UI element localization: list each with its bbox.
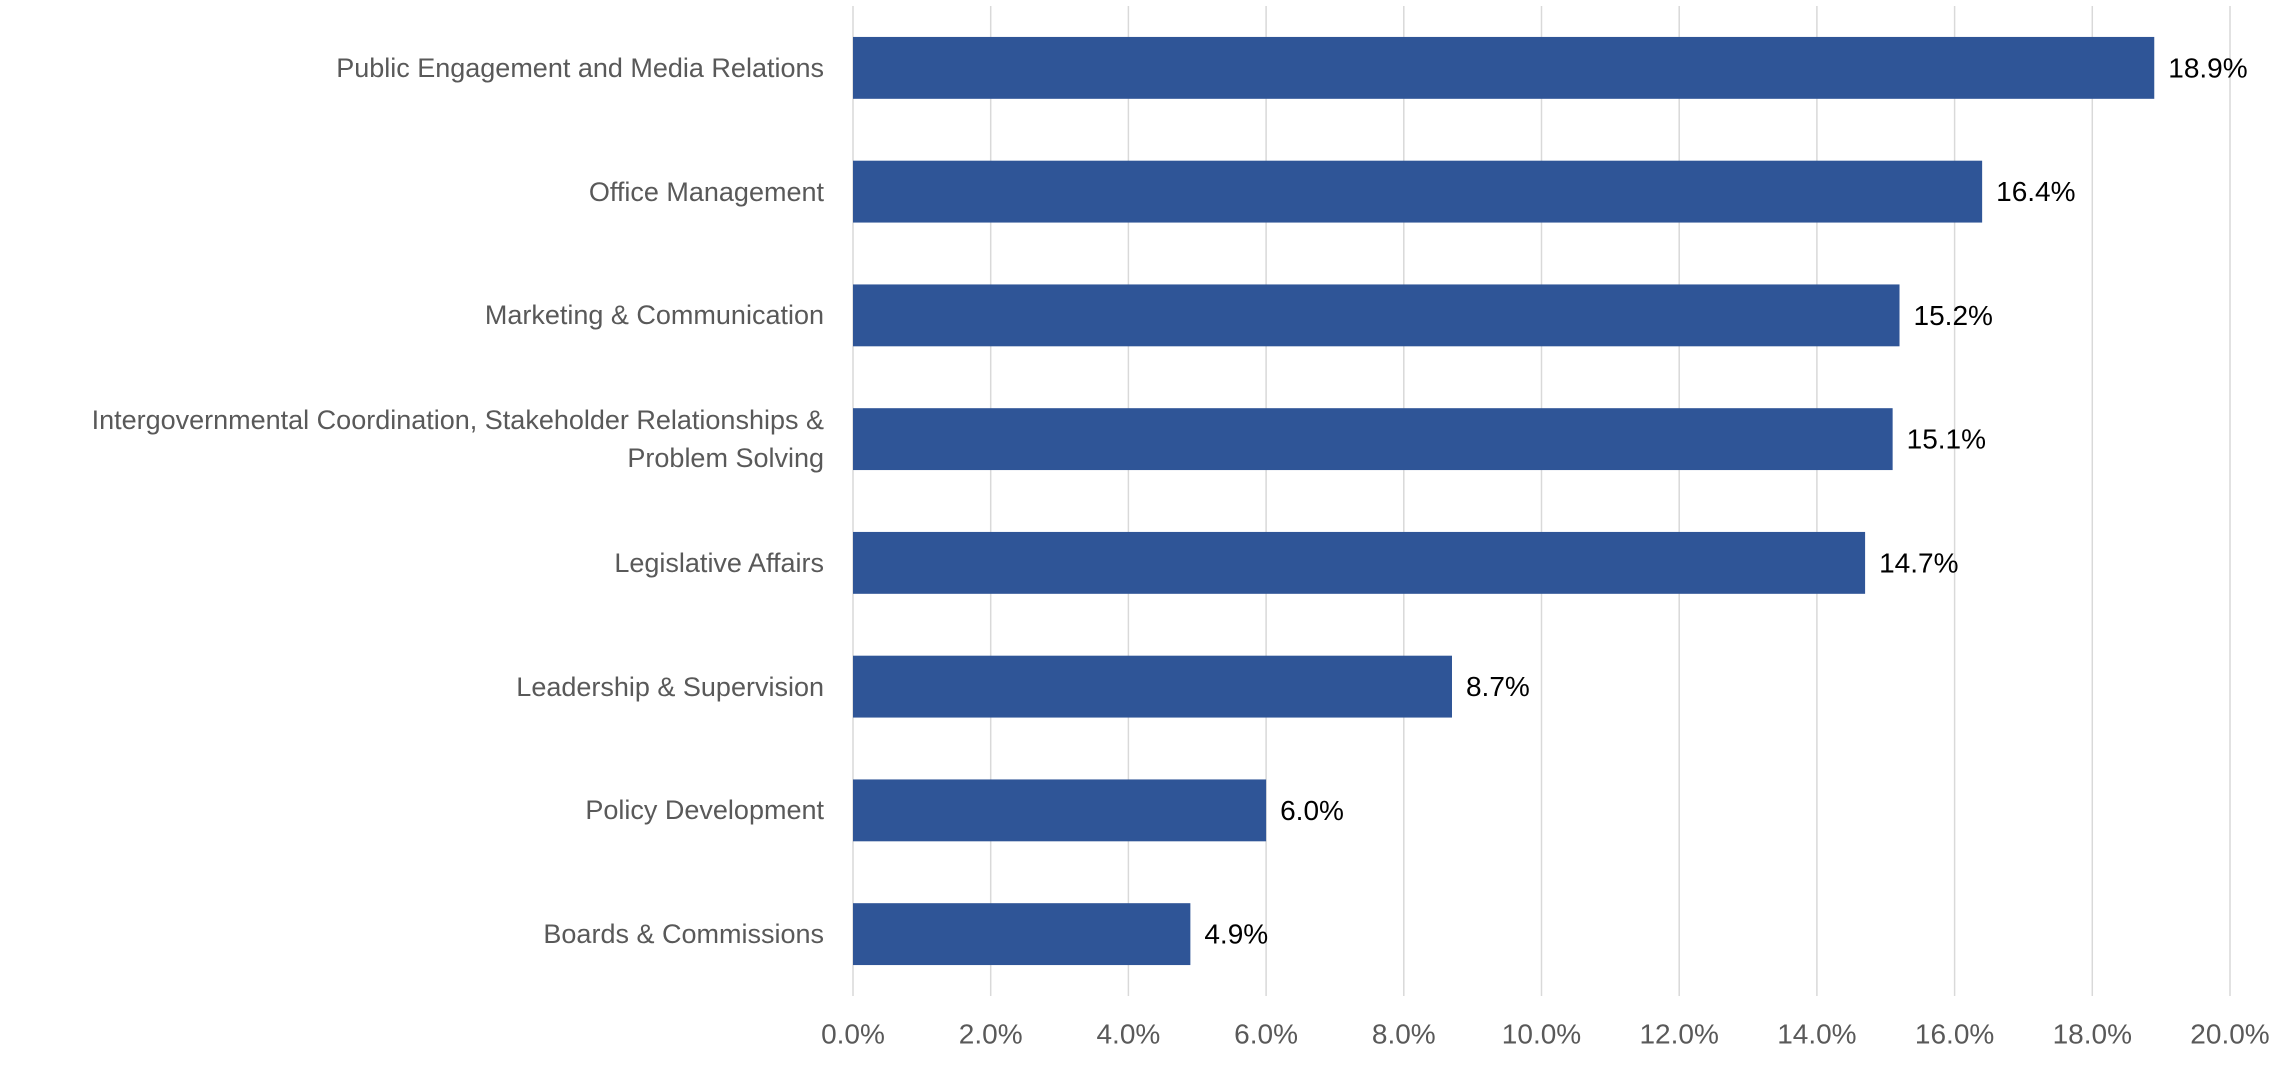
y-tick-label: Legislative Affairs xyxy=(614,547,824,578)
value-label: 18.9% xyxy=(2168,52,2247,83)
bar xyxy=(853,903,1191,966)
y-tick-label: Leadership & Supervision xyxy=(516,671,824,702)
x-tick-label: 0.0% xyxy=(821,1018,885,1049)
value-label: 8.7% xyxy=(1466,671,1530,702)
y-tick-label: Intergovernmental Coordination, Stakehol… xyxy=(91,405,824,474)
bar xyxy=(853,655,1452,718)
value-label: 15.1% xyxy=(1907,424,1986,455)
value-label: 15.2% xyxy=(1914,300,1993,331)
y-tick-label: Public Engagement and Media Relations xyxy=(336,52,824,83)
bar xyxy=(853,160,1983,223)
x-tick-label: 10.0% xyxy=(1502,1018,1581,1049)
value-label: 14.7% xyxy=(1879,547,1958,578)
value-label: 6.0% xyxy=(1280,795,1344,826)
x-tick-label: 2.0% xyxy=(959,1018,1023,1049)
x-tick-label: 20.0% xyxy=(2190,1018,2269,1049)
bar xyxy=(853,36,2155,99)
bar xyxy=(853,531,1866,594)
y-tick-label: Boards & Commissions xyxy=(543,919,824,950)
x-tick-label: 18.0% xyxy=(2053,1018,2132,1049)
value-label: 16.4% xyxy=(1996,176,2075,207)
bar xyxy=(853,284,1900,347)
y-tick-label: Policy Development xyxy=(585,795,824,826)
bar xyxy=(853,408,1893,471)
x-tick-label: 16.0% xyxy=(1915,1018,1994,1049)
value-label: 4.9% xyxy=(1204,919,1268,950)
y-tick-label: Marketing & Communication xyxy=(484,300,824,331)
x-tick-label: 14.0% xyxy=(1777,1018,1856,1049)
bar xyxy=(853,779,1267,842)
y-tick-label: Office Management xyxy=(588,176,824,207)
x-tick-label: 6.0% xyxy=(1234,1018,1298,1049)
x-tick-label: 12.0% xyxy=(1639,1018,1718,1049)
x-tick-label: 8.0% xyxy=(1372,1018,1436,1049)
x-tick-label: 4.0% xyxy=(1096,1018,1160,1049)
